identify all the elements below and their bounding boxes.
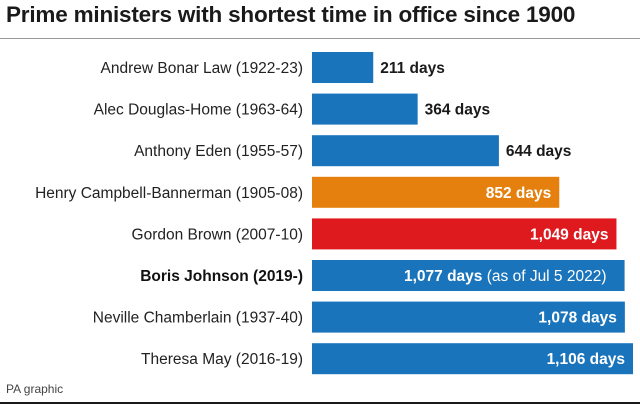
data-label-value: 1,077 days [404,268,482,285]
bar [312,93,418,125]
category-label: Anthony Eden (1955-57) [134,143,303,160]
data-label: 211 days [380,60,445,77]
bottom-divider [0,402,640,404]
category-label: Boris Johnson (2019-) [140,268,303,285]
chart-title: Prime ministers with shortest time in of… [6,2,576,27]
data-label-value: 1,078 days [538,310,616,327]
bar [312,343,633,375]
bar [312,52,374,83]
data-label: 1,077 days (as of Jul 5 2022) [404,268,607,285]
data-label: 644 days [506,143,571,160]
category-label: Alec Douglas-Home (1963-64) [94,102,303,119]
category-label: Andrew Bonar Law (1922-23) [101,60,303,77]
data-label-value: 364 days [425,102,491,119]
data-label-value: 1,049 days [530,226,608,243]
data-label: 1,049 days [530,226,608,243]
bar [312,260,625,291]
data-label-value: 644 days [506,143,571,160]
category-label: Gordon Brown (2007-10) [132,226,303,243]
category-label: Neville Chamberlain (1937-40) [93,310,303,327]
data-label-value: 852 days [486,185,552,202]
data-label-value: 211 days [380,60,445,77]
category-label: Theresa May (2016-19) [141,351,303,368]
data-label: 852 days [486,185,552,202]
data-label-note: (as of Jul 5 2022) [482,268,606,285]
data-label: 1,106 days [547,351,625,368]
data-label-value: 1,106 days [547,351,625,368]
bar [312,218,617,250]
data-label: 364 days [425,102,491,119]
source-credit: PA graphic [6,382,64,396]
bar [312,301,625,333]
title-divider [0,38,640,39]
category-label: Henry Campbell-Bannerman (1905-08) [35,185,303,202]
data-label: 1,078 days [538,310,616,327]
bar [312,135,499,167]
bar [312,176,560,208]
